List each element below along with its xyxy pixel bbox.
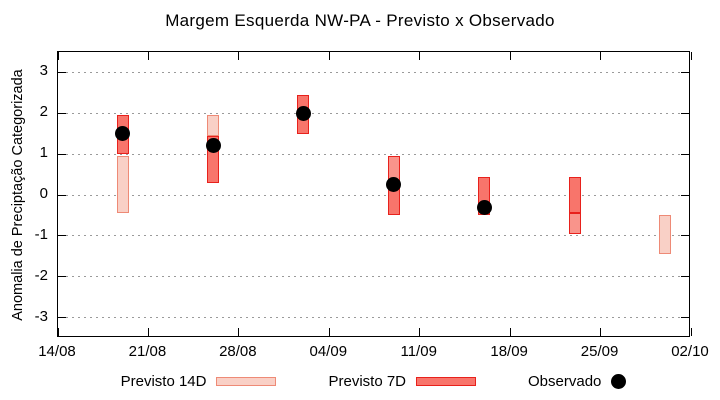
legend-swatch-light xyxy=(216,376,277,386)
x-tick-top xyxy=(419,52,421,60)
y-tick-right xyxy=(681,317,689,319)
x-tick-top xyxy=(238,52,240,60)
x-tick-bottom xyxy=(509,328,511,336)
legend-label: Previsto 14D xyxy=(120,372,207,390)
legend-item: Observado xyxy=(528,372,627,390)
y-tick-right xyxy=(681,276,689,278)
x-tick-top xyxy=(509,52,511,60)
gridline xyxy=(60,276,687,278)
forecast-bar-segment-light xyxy=(116,156,129,214)
x-tick-label: 25/09 xyxy=(580,343,619,360)
x-tick-bottom xyxy=(238,328,240,336)
gridline xyxy=(60,112,687,114)
x-tick-label: 18/09 xyxy=(490,343,528,360)
y-tick-label: -3 xyxy=(34,307,48,325)
x-tick-label: 28/08 xyxy=(219,343,257,360)
x-tick-top xyxy=(600,52,602,60)
y-tick-left xyxy=(58,112,66,114)
y-tick-left xyxy=(58,235,66,237)
y-tick-label: -1 xyxy=(34,225,48,243)
gridline xyxy=(60,194,687,196)
y-tick-left xyxy=(58,194,66,196)
y-tick-label: -2 xyxy=(34,266,48,284)
x-tick-label: 14/08 xyxy=(38,343,76,360)
observed-point xyxy=(476,199,492,215)
y-tick-right xyxy=(681,153,689,155)
x-tick-bottom xyxy=(57,328,59,336)
observed-point xyxy=(115,126,131,142)
observed-point xyxy=(295,105,311,121)
forecast-bar-segment-mid xyxy=(568,213,581,234)
x-tick-bottom xyxy=(690,328,692,336)
x-tick-bottom xyxy=(147,328,149,336)
y-tick-left xyxy=(58,276,66,278)
plot-area xyxy=(57,51,692,337)
legend-swatch-dark xyxy=(416,376,477,386)
forecast-bar-segment-dark xyxy=(568,176,581,214)
y-tick-right xyxy=(681,112,689,114)
x-tick-label: 02/10 xyxy=(671,343,709,360)
y-tick-label: 0 xyxy=(39,185,48,202)
y-tick-left xyxy=(58,71,66,73)
y-tick-right xyxy=(681,194,689,196)
x-tick-bottom xyxy=(419,328,421,336)
forecast-bar-segment-light xyxy=(659,215,672,255)
y-tick-right xyxy=(681,71,689,73)
y-tick-right xyxy=(681,235,689,237)
legend-label: Previsto 7D xyxy=(328,372,407,390)
gridline xyxy=(60,71,687,73)
legend: Previsto 14D Previsto 7D Observado xyxy=(57,369,690,393)
x-tick-label: 11/09 xyxy=(400,343,437,360)
x-tick-label: 04/09 xyxy=(309,343,348,360)
x-tick-top xyxy=(57,52,59,60)
forecast-bar-segment-light xyxy=(207,115,220,136)
y-tick-left xyxy=(58,153,66,155)
y-tick-label: 1 xyxy=(39,144,48,162)
x-tick-label: 21/08 xyxy=(128,343,167,360)
observed-point xyxy=(205,138,221,154)
x-tick-bottom xyxy=(600,328,602,336)
gridline xyxy=(60,153,687,155)
legend-item: Previsto 14D xyxy=(121,373,277,390)
x-tick-top xyxy=(328,52,330,60)
gridline xyxy=(60,317,687,319)
chart-title: Margem Esquerda NW-PA - Previsto x Obser… xyxy=(165,11,555,30)
legend-observed-dot-icon xyxy=(611,373,627,389)
y-tick-label: 2 xyxy=(39,103,48,121)
x-tick-top xyxy=(147,52,149,60)
y-tick-label: 3 xyxy=(39,62,48,80)
legend-label: Observado xyxy=(528,372,602,390)
gridline xyxy=(60,235,687,237)
x-tick-top xyxy=(690,52,692,60)
legend-item: Previsto 7D xyxy=(328,372,477,390)
y-tick-left xyxy=(58,317,66,319)
x-tick-bottom xyxy=(328,328,330,336)
observed-point xyxy=(386,177,402,193)
